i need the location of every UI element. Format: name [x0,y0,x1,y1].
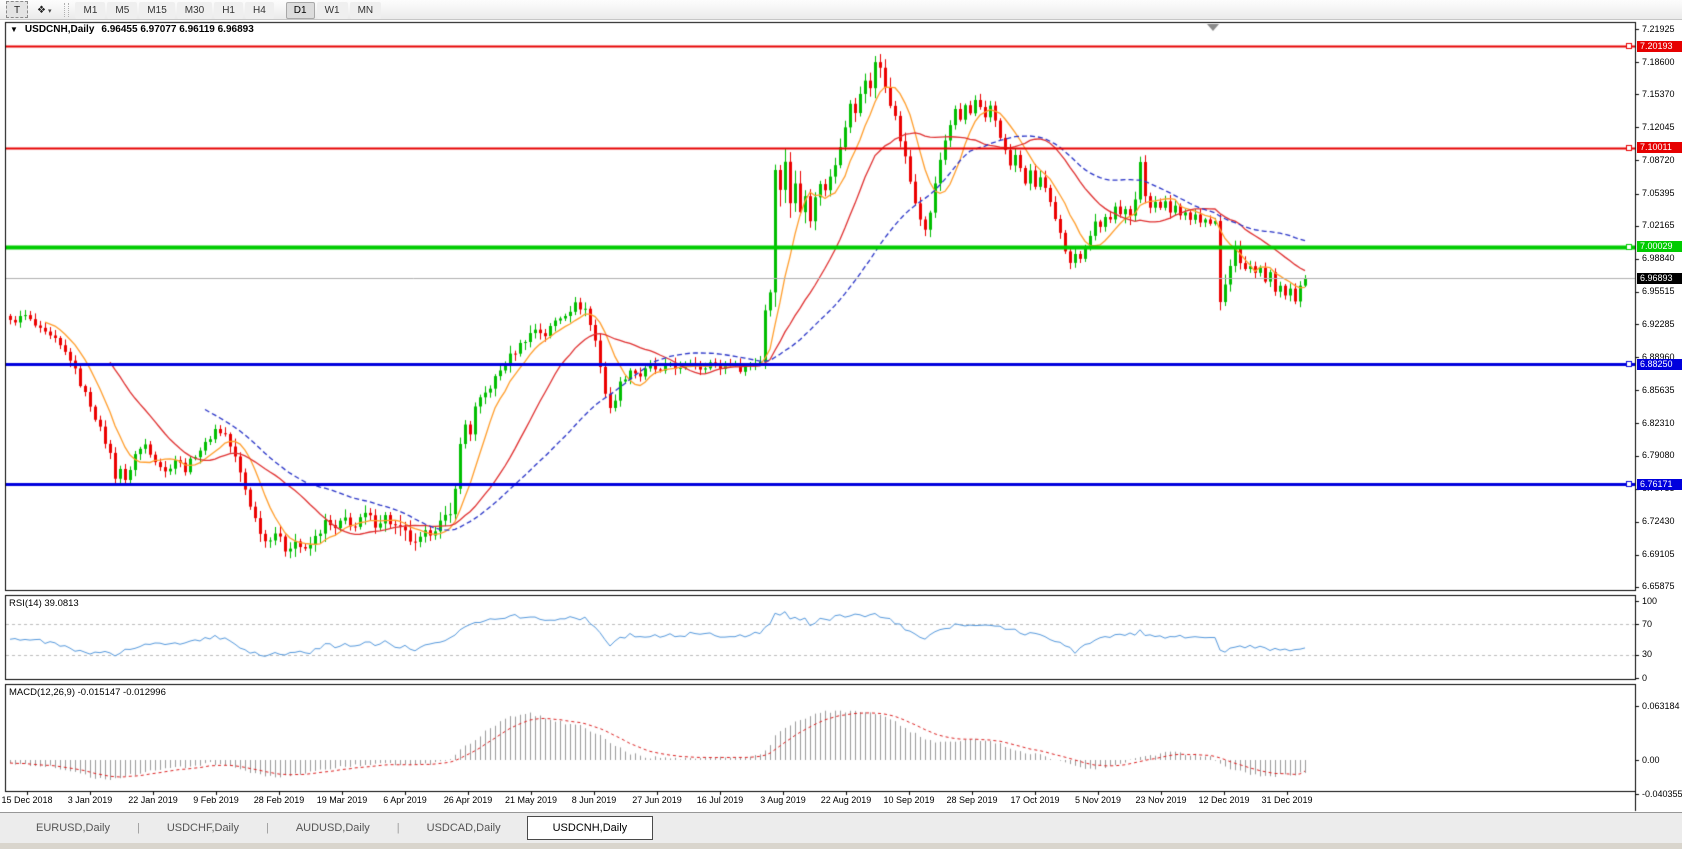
date-label: 12 Dec 2019 [1198,795,1250,805]
chart-tab-audusd[interactable]: AUDUSD,Daily [295,822,370,834]
date-label: 3 Aug 2019 [760,795,806,805]
price-tick-label: 6.69105 [1642,549,1675,560]
chart-tab-usdchf[interactable]: USDCHF,Daily [166,822,239,834]
price-tick-label: 6.79080 [1642,450,1675,461]
objects-tool-button[interactable]: ❖ ▾ [30,1,58,18]
price-tick-label: 6.72430 [1642,516,1675,527]
macd-tick-label: 0.063184 [1642,700,1680,711]
rsi-tick-label: 100 [1642,595,1658,606]
price-chart-canvas[interactable] [0,20,1682,812]
tab-separator: | [396,822,400,834]
chart-title: ▼ USDCNH,Daily 6.96455 6.97077 6.96119 6… [10,24,254,35]
chart-tab-usdcad[interactable]: USDCAD,Daily [426,822,501,834]
timeframe-button-W1[interactable]: W1 [316,2,348,19]
macd-indicator-label: MACD(12,26,9) -0.015147 -0.012996 [9,687,166,698]
current-price-badge: 6.96893 [1637,272,1682,284]
tab-separator: | [265,822,269,834]
date-label: 19 Mar 2019 [316,795,368,805]
timeframe-button-H4[interactable]: H4 [245,2,274,19]
hline-price-badge: 7.20193 [1637,40,1682,52]
chart-tab-usdcnh[interactable]: USDCNH,Daily [526,816,654,840]
date-label: 15 Dec 2018 [1,795,53,805]
date-label: 21 May 2019 [504,795,558,805]
symbol-dropdown-arrow-icon[interactable]: ▼ [10,25,18,34]
hline-price-badge: 6.88250 [1637,358,1682,370]
ohlc-values: 6.96455 6.97077 6.96119 6.96893 [101,24,254,35]
price-tick-label: 6.92285 [1642,318,1675,329]
dropdown-caret-icon: ▾ [47,8,52,15]
text-tool-button[interactable]: T [6,1,28,18]
price-tick-label: 6.65875 [1642,581,1675,592]
price-scale[interactable]: 7.21925 7.18600 7.15370 7.12045 7.08720 7.053… [1636,20,1682,810]
price-tick-label: 6.82310 [1642,417,1675,428]
hline-price-badge: 7.10011 [1637,142,1682,154]
timeframe-button-M15[interactable]: M15 [139,2,175,19]
timeframe-button-D1[interactable]: D1 [285,2,315,19]
rsi-indicator-label: RSI(14) 39.0813 [9,598,79,609]
macd-tick-label: 0.00 [1642,754,1660,765]
price-tick-label: 7.15370 [1642,88,1675,99]
date-label: 8 Jun 2019 [571,795,617,805]
date-label: 28 Sep 2019 [946,795,998,805]
date-label: 23 Nov 2019 [1135,795,1187,805]
price-tick-label: 7.18600 [1642,56,1675,67]
timeframe-button-M30[interactable]: M30 [176,2,213,19]
date-label: 22 Jan 2019 [128,795,178,805]
date-axis[interactable]: 15 Dec 2018 3 Jan 2019 22 Jan 2019 9 Feb 20… [0,794,1636,810]
date-label: 10 Sep 2019 [883,795,935,805]
timeframe-button-H1[interactable]: H1 [214,2,243,19]
date-label: 16 Jul 2019 [696,795,744,805]
price-tick-label: 7.08720 [1642,154,1675,165]
date-label: 17 Oct 2019 [1010,795,1060,805]
price-tick-label: 6.88960 [1642,351,1675,362]
chart-tab-eurusd[interactable]: EURUSD,Daily [36,822,110,834]
date-label: 28 Feb 2019 [253,795,305,805]
date-label: 27 Jun 2019 [632,795,682,805]
rsi-tick-label: 30 [1642,649,1653,660]
timeframe-button-M1[interactable]: M1 [75,2,106,19]
symbol-name: USDCNH,Daily [24,24,95,35]
timeframe-button-group: M1 M5 M15 M30 H1 H4 D1 W1 MN [74,0,382,19]
chart-tab-bar: EURUSD,Daily | USDCHF,Daily | AUDUSD,Daily | U… [0,812,1682,843]
rsi-tick-label: 70 [1642,618,1653,629]
date-label: 6 Apr 2019 [383,795,427,805]
price-tick-label: 7.02165 [1642,220,1675,231]
window-bottom-strip [0,843,1682,849]
price-tick-label: 6.85635 [1642,384,1675,395]
date-label: 3 Jan 2019 [67,795,113,805]
objects-icon: ❖ [37,5,46,16]
main-toolbar: T ❖ ▾ M1 M5 M15 M30 H1 H4 D1 W1 MN [0,0,1682,20]
tab-separator: | [136,822,140,834]
price-tick-label: 7.21925 [1642,23,1675,34]
hline-price-badge: 6.76171 [1637,478,1682,490]
toolbar-grip [64,2,70,17]
price-tick-label: 6.95515 [1642,286,1675,297]
price-tick-label: 6.98840 [1642,253,1675,264]
date-label: 5 Nov 2019 [1074,795,1122,805]
date-label: 26 Apr 2019 [443,795,493,805]
hline-price-badge: 7.00029 [1637,241,1682,253]
macd-tick-label: -0.040355 [1642,788,1682,799]
rsi-tick-label: 0 [1642,672,1648,683]
timeframe-button-M5[interactable]: M5 [107,2,138,19]
timeframe-button-MN[interactable]: MN [349,2,382,19]
price-tick-label: 7.05395 [1642,188,1675,199]
date-label: 9 Feb 2019 [193,795,239,805]
date-label: 31 Dec 2019 [1261,795,1313,805]
price-tick-label: 7.12045 [1642,121,1675,132]
date-label: 22 Aug 2019 [820,795,872,805]
